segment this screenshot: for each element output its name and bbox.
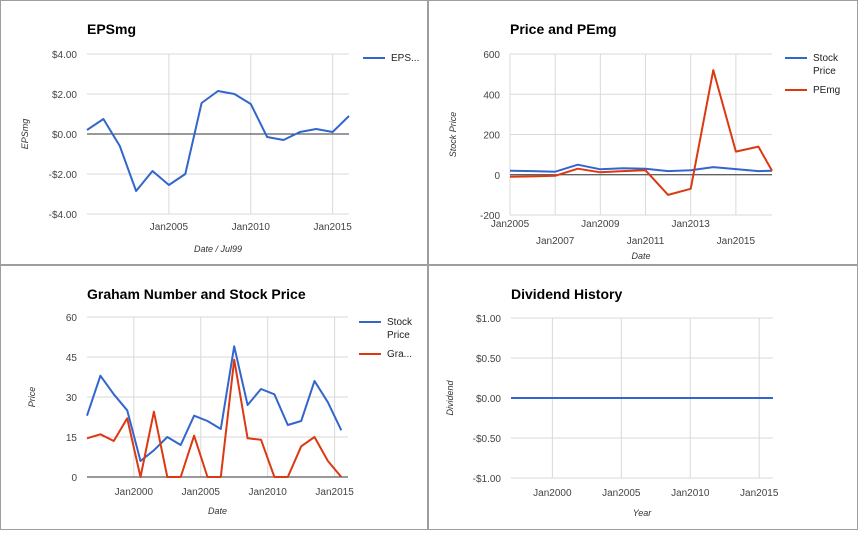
y-axis-label: Price	[27, 387, 37, 408]
chart-title: Graham Number and Stock Price	[87, 286, 306, 302]
y-tick-label: $4.00	[52, 50, 77, 61]
y-tick-label: 400	[483, 90, 500, 101]
x-axis-label: Date	[208, 506, 227, 516]
y-tick-label: -$1.00	[473, 474, 502, 485]
y-tick-label: -$0.50	[473, 434, 502, 445]
legend-label: Gra...	[387, 349, 412, 360]
x-tick-label: Jan2010	[249, 487, 288, 498]
x-tick-label: Jan2015	[717, 236, 756, 247]
graham-chart-panel: Graham Number and Stock Price 60 45 30 15 0 Ja…	[0, 265, 428, 530]
x-tick-label: Jan2011	[627, 236, 665, 247]
series-line-2	[86, 358, 343, 478]
x-tick-label: Jan2015	[313, 222, 352, 233]
price-pe-chart-panel: Price and PEmg 600 400 200 0 -200 Jan2005 Jan20…	[428, 0, 858, 265]
x-tick-label: Jan2005	[182, 487, 221, 498]
legend-label: Stock	[813, 53, 839, 64]
legend-label: Price	[813, 66, 836, 77]
chart-title: EPSmg	[87, 21, 136, 37]
y-axis-label: Dividend	[445, 380, 455, 416]
dividend-chart-panel: Dividend History $1.00 $0.50 $0.00 -$0.50 -$1…	[428, 265, 858, 530]
series-line-2	[509, 69, 773, 196]
y-tick-label: 60	[66, 313, 78, 324]
x-tick-label: Jan2005	[491, 219, 530, 230]
chart-title: Price and PEmg	[510, 21, 617, 37]
x-axis-label: Year	[633, 508, 653, 518]
x-tick-label: Jan2015	[315, 487, 354, 498]
series-line-1	[509, 163, 773, 173]
x-tick-label: Jan2010	[232, 222, 271, 233]
x-tick-label: Jan2000	[533, 488, 572, 499]
x-tick-label: Jan2009	[581, 219, 620, 230]
legend-label: Stock	[387, 317, 413, 328]
y-tick-label: $0.00	[52, 130, 77, 141]
x-tick-label: Jan2007	[536, 236, 575, 247]
y-axis-label: EPSmg	[20, 119, 30, 150]
y-tick-label: 15	[66, 433, 78, 444]
chart-svg: Dividend History $1.00 $0.50 $0.00 -$0.50 -$1…	[445, 286, 779, 518]
gridlines	[509, 53, 772, 216]
x-tick-label: Jan2015	[740, 488, 779, 499]
x-axis-label: Date / Jul99	[194, 244, 242, 254]
series-line-1	[86, 90, 350, 192]
chart-title: Dividend History	[511, 286, 622, 302]
y-tick-label: 30	[66, 393, 78, 404]
legend-label: PEmg	[813, 85, 840, 96]
y-tick-label: 0	[494, 171, 500, 182]
y-tick-label: 600	[483, 50, 500, 61]
y-tick-label: -$2.00	[49, 170, 78, 181]
x-tick-label: Jan2005	[150, 222, 189, 233]
legend-label: Price	[387, 330, 410, 341]
y-tick-label: -200	[480, 211, 500, 222]
y-tick-label: $2.00	[52, 90, 77, 101]
y-tick-label: 200	[483, 131, 500, 142]
x-tick-label: Jan2000	[115, 487, 154, 498]
y-tick-label: $1.00	[476, 314, 501, 325]
y-tick-label: $0.50	[476, 354, 501, 365]
series-line-1	[86, 345, 343, 462]
y-tick-label: 0	[71, 473, 77, 484]
x-tick-label: Jan2005	[602, 488, 641, 499]
chart-svg: EPSmg $4.00 $2.00 $0.00 -$2.00 -$4.00 Jan2005 J…	[20, 21, 419, 254]
x-tick-label: Jan2010	[671, 488, 710, 499]
y-tick-label: 45	[66, 353, 78, 364]
eps-chart-panel: EPSmg $4.00 $2.00 $0.00 -$2.00 -$4.00 Jan2005 J…	[0, 0, 428, 265]
y-axis-label: Stock Price	[448, 112, 458, 158]
chart-svg: Graham Number and Stock Price 60 45 30 15 0 Ja…	[27, 286, 413, 516]
y-tick-label: $0.00	[476, 394, 501, 405]
legend-label: EPS...	[391, 53, 419, 64]
y-tick-label: -$4.00	[49, 210, 78, 221]
x-axis-label: Date	[631, 251, 650, 261]
x-tick-label: Jan2013	[672, 219, 711, 230]
